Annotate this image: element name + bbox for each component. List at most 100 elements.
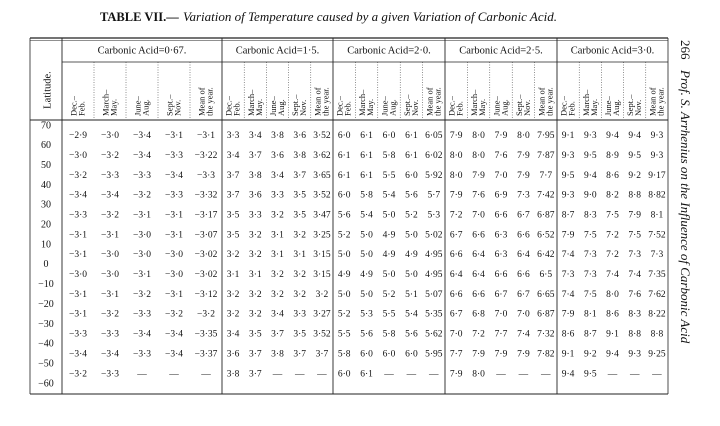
cell: 3·7 — [227, 191, 240, 201]
column-header: the year. — [544, 87, 554, 116]
column-header: Aug. — [611, 99, 621, 116]
running-header: 266 Prof. S. Arrhenius on the Influence … — [678, 40, 693, 344]
cell: 5·0 — [360, 250, 373, 260]
cell: 5·2 — [338, 310, 351, 320]
column-header: June– — [491, 95, 501, 116]
cell: −3·4 — [101, 191, 119, 201]
cell: 6·4 — [472, 250, 485, 260]
cell: 6·1 — [405, 151, 418, 161]
cell: −3·07 — [195, 230, 218, 240]
cell: −3·4 — [69, 349, 87, 359]
cell: 4·95 — [425, 250, 443, 260]
cell: 6·1 — [338, 171, 351, 181]
latitude: 70 — [41, 120, 51, 131]
column-header: Sept.– — [290, 94, 300, 116]
cell: 3·2 — [249, 310, 262, 320]
cell: 8·0 — [606, 290, 619, 300]
cell: 6·1 — [360, 131, 373, 141]
cell: 5·8 — [338, 349, 351, 359]
cell: −3·3 — [101, 369, 119, 379]
cell: 9·5 — [562, 171, 575, 181]
cell: 3·5 — [293, 330, 306, 340]
cell: 6·87 — [537, 310, 555, 320]
cell: 5·8 — [383, 330, 396, 340]
cell: 4·95 — [425, 270, 443, 280]
column-header: Feb. — [343, 101, 353, 116]
column-header: Dec.– — [447, 95, 457, 116]
group-header: Carbonic Acid=2·0. — [347, 45, 431, 56]
cell: −3·0 — [101, 270, 119, 280]
cell: 3·8 — [293, 151, 306, 161]
cell: 3·2 — [227, 310, 240, 320]
cell: — — [518, 369, 529, 379]
cell: 5·2 — [338, 230, 351, 240]
cell: 3·2 — [293, 230, 306, 240]
cell: 3·47 — [313, 210, 331, 220]
column-header: Feb. — [232, 101, 242, 116]
cell: 3·2 — [227, 290, 240, 300]
column-header: the year. — [204, 87, 214, 116]
cell: 8·8 — [651, 330, 664, 340]
cell: 7·7 — [495, 330, 508, 340]
cell: 3·6 — [271, 151, 284, 161]
cell: 7·4 — [562, 250, 575, 260]
cell: −3·3 — [133, 171, 151, 181]
cell: 6·7 — [517, 290, 530, 300]
cell: 8·3 — [628, 310, 641, 320]
cell: 8·22 — [648, 310, 666, 320]
cell: 6·05 — [425, 131, 443, 141]
cell: 9·0 — [584, 191, 597, 201]
cell: 7·9 — [628, 210, 641, 220]
latitude: 40 — [41, 180, 51, 191]
cell: 7·4 — [628, 270, 641, 280]
cell: 8·82 — [648, 191, 666, 201]
column-header: March– — [581, 89, 591, 116]
cell: 9·1 — [562, 131, 575, 141]
latitude: 10 — [41, 239, 51, 250]
cell: −3·0 — [165, 270, 183, 280]
cell: 8·7 — [562, 210, 575, 220]
cell: 9·3 — [584, 131, 597, 141]
cell: 7·5 — [584, 230, 597, 240]
cell: −3·2 — [133, 191, 151, 201]
cell: 6·3 — [495, 250, 508, 260]
cell: 5·3 — [360, 310, 373, 320]
cell: 6·52 — [537, 230, 555, 240]
cell: 7·9 — [495, 349, 508, 359]
cell: — — [406, 369, 417, 379]
cell: 6·7 — [450, 310, 463, 320]
cell: −3·02 — [195, 270, 218, 280]
cell: −3·1 — [69, 310, 87, 320]
cell: 7·2 — [606, 230, 619, 240]
cell: −3·1 — [165, 230, 183, 240]
cell: 9·4 — [606, 349, 619, 359]
cell: 3·7 — [227, 171, 240, 181]
cell: 3·6 — [227, 349, 240, 359]
cell: 6·4 — [472, 270, 485, 280]
cell: 5·0 — [383, 270, 396, 280]
column-header: Dec.– — [224, 95, 234, 116]
cell: 3·15 — [313, 270, 331, 280]
cell: 6·3 — [495, 230, 508, 240]
cell: 3·5 — [249, 330, 262, 340]
latitude: 20 — [41, 220, 51, 231]
cell: 5·4 — [383, 191, 396, 201]
cell: 7·9 — [472, 171, 485, 181]
cell: 3·2 — [249, 250, 262, 260]
cell: 5·0 — [405, 270, 418, 280]
cell: — — [495, 369, 506, 379]
cell: 6·6 — [450, 250, 463, 260]
cell: 7·9 — [450, 369, 463, 379]
cell: 7·5 — [628, 230, 641, 240]
cell: 5·6 — [405, 191, 418, 201]
cell: 6·1 — [338, 151, 351, 161]
cell: 7·4 — [562, 290, 575, 300]
cell: −3·12 — [195, 290, 218, 300]
cell: 5·62 — [425, 330, 443, 340]
cell: 9·4 — [606, 131, 619, 141]
cell: 3·52 — [313, 330, 331, 340]
cell: 3·7 — [293, 349, 306, 359]
cell: −3·3 — [101, 330, 119, 340]
cell: 3·7 — [249, 369, 262, 379]
cell: 3·8 — [271, 349, 284, 359]
